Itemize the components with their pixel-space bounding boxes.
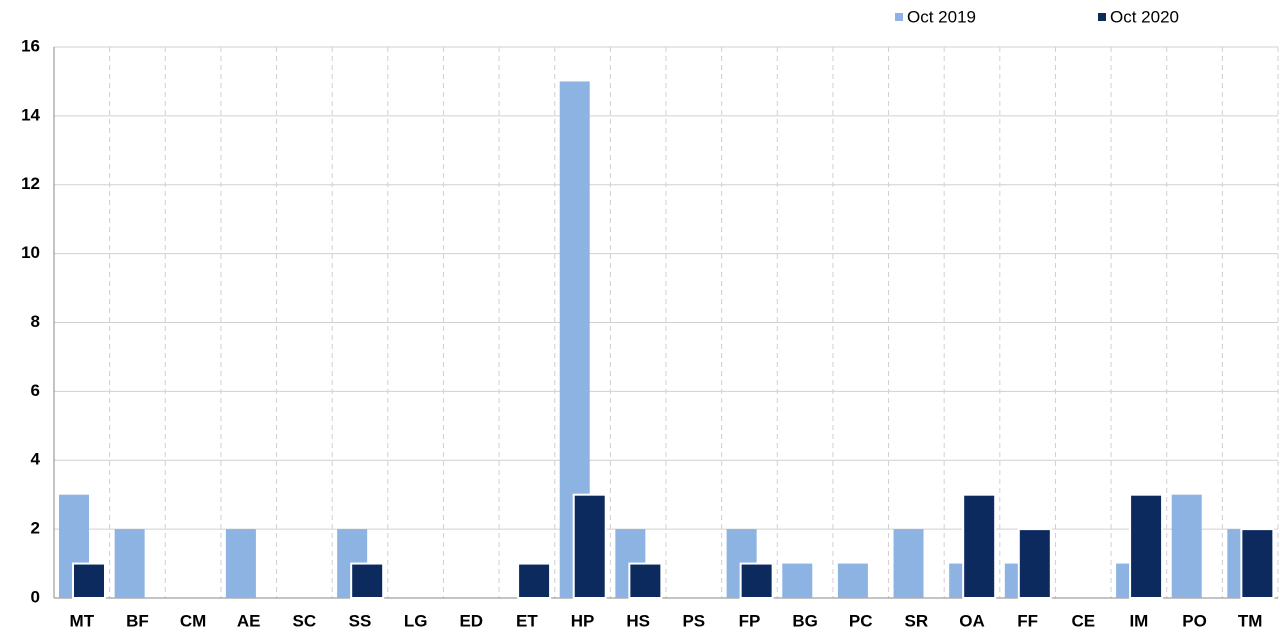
bar — [72, 562, 106, 599]
x-tick-label: ED — [459, 611, 483, 630]
bar — [225, 529, 256, 598]
x-tick-label: SS — [349, 611, 372, 630]
x-tick-label: SC — [293, 611, 317, 630]
bar — [782, 563, 813, 598]
x-tick-label: PC — [849, 611, 873, 630]
y-tick-label: 4 — [31, 450, 41, 469]
bar — [1240, 528, 1275, 599]
x-tick-label: MT — [70, 611, 95, 630]
legend-label: Oct 2019 — [907, 7, 976, 26]
bar — [628, 562, 663, 599]
bar — [114, 529, 145, 598]
bar — [837, 563, 868, 598]
x-tick-label: PO — [1182, 611, 1207, 630]
x-tick-label: FF — [1017, 611, 1038, 630]
x-tick-label: TM — [1238, 611, 1263, 630]
y-tick-label: 0 — [31, 587, 40, 606]
x-tick-label: BF — [126, 611, 149, 630]
legend-swatch — [895, 13, 903, 21]
bar — [1017, 528, 1052, 599]
y-tick-label: 2 — [31, 519, 40, 538]
x-tick-label: ET — [516, 611, 538, 630]
bar — [893, 529, 924, 598]
bar — [572, 493, 607, 599]
legend-swatch — [1098, 13, 1106, 21]
x-tick-label: OA — [959, 611, 985, 630]
bar — [350, 562, 385, 599]
y-tick-label: 10 — [21, 243, 40, 262]
x-tick-label: LG — [404, 611, 428, 630]
x-tick-label: FP — [739, 611, 761, 630]
x-tick-label: HP — [571, 611, 595, 630]
y-tick-label: 8 — [31, 312, 40, 331]
bar — [517, 562, 552, 599]
y-tick-label: 14 — [21, 105, 40, 124]
legend-label: Oct 2020 — [1110, 7, 1179, 26]
bar — [1129, 493, 1164, 599]
x-tick-label: BG — [792, 611, 818, 630]
x-tick-label: HS — [626, 611, 650, 630]
x-tick-label: IM — [1129, 611, 1148, 630]
y-tick-label: 12 — [21, 174, 40, 193]
x-tick-label: AE — [237, 611, 261, 630]
bar — [739, 562, 774, 599]
bar — [1171, 494, 1202, 598]
bar — [962, 493, 997, 599]
x-tick-label: SR — [905, 611, 929, 630]
y-tick-label: 16 — [21, 36, 40, 55]
x-tick-label: CM — [180, 611, 206, 630]
x-tick-label: CE — [1071, 611, 1095, 630]
x-tick-label: PS — [682, 611, 705, 630]
y-tick-label: 6 — [31, 381, 40, 400]
